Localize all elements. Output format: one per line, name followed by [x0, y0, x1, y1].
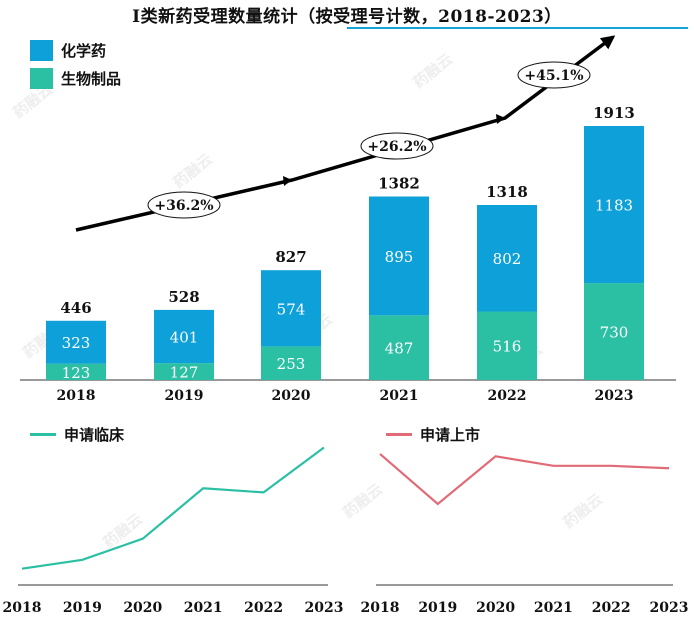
- bar-segment-bio: [46, 363, 106, 380]
- x-tick-label: 2018: [57, 388, 96, 404]
- data-label-total: 528: [168, 288, 199, 306]
- chart-title: I类新药受理数量统计（按受理号计数，2018-2023）: [132, 7, 562, 27]
- data-label-chem: 401: [170, 329, 199, 347]
- market-x-tick-label: 2022: [592, 600, 631, 616]
- bar-segment-chem: [369, 196, 429, 316]
- legend-swatch-bio: [30, 68, 53, 89]
- market-line: [379, 453, 670, 506]
- legend-label-trial: 申请临床: [64, 426, 125, 444]
- trial-x-tick-label: 2019: [63, 600, 102, 616]
- data-label-total: 1382: [378, 175, 420, 193]
- data-label-total: 1318: [486, 183, 528, 201]
- bar-segment-bio: [584, 283, 644, 380]
- bar-segment-bio: [477, 311, 537, 380]
- data-label-chem: 323: [62, 334, 91, 352]
- bar-segment-bio: [154, 363, 214, 380]
- bar-segment-chem: [46, 320, 106, 364]
- bar-segment-chem: [584, 126, 644, 284]
- data-label-bio: 127: [170, 364, 199, 382]
- market-x-tick-label: 2021: [534, 600, 573, 616]
- x-tick-label: 2020: [272, 388, 311, 404]
- legend-label-market: 申请上市: [420, 426, 481, 444]
- x-tick-label: 2023: [595, 388, 634, 404]
- growth-bubble: [517, 61, 591, 89]
- growth-annotation: +26.2%: [367, 139, 426, 155]
- trial-x-tick-label: 2023: [305, 600, 344, 616]
- growth-bubble: [360, 132, 434, 160]
- x-tick-label: 2021: [380, 388, 419, 404]
- legend-swatch-chem: [30, 40, 53, 61]
- title-underline: [347, 27, 688, 29]
- data-label-chem: 1183: [595, 197, 633, 215]
- bar-segment-bio: [369, 315, 429, 380]
- trial-x-tick-label: 2021: [184, 600, 223, 616]
- data-label-total: 446: [60, 299, 91, 317]
- data-label-total: 827: [275, 248, 306, 266]
- market-x-tick-label: 2023: [650, 600, 689, 616]
- data-label-chem: 574: [277, 300, 306, 318]
- data-label-bio: 123: [62, 364, 91, 382]
- legend-item-bio: 生物制品: [30, 68, 121, 89]
- legend-label-bio: 生物制品: [61, 70, 122, 88]
- bar-segment-chem: [477, 205, 537, 312]
- market-x-tick-label: 2020: [476, 600, 515, 616]
- legend-label-chem: 化学药: [61, 42, 107, 60]
- legend-market: 申请上市: [386, 424, 480, 445]
- legend-item-chem: 化学药: [30, 40, 106, 61]
- arrow-head-mid: [283, 176, 292, 186]
- market-x-tick-label: 2018: [361, 600, 400, 616]
- x-tick-label: 2022: [488, 388, 527, 404]
- trial-line: [21, 446, 325, 570]
- trial-x-tick-label: 2022: [244, 600, 283, 616]
- legend-line-trial: [30, 433, 56, 436]
- growth-annotation: +45.1%: [524, 68, 583, 84]
- bar-segment-bio: [261, 346, 321, 380]
- trial-x-tick-label: 2018: [3, 600, 42, 616]
- data-label-total: 1913: [593, 104, 635, 122]
- data-label-bio: 487: [385, 340, 414, 358]
- bar-segment-chem: [154, 309, 214, 364]
- legend-trial: 申请临床: [30, 424, 124, 445]
- data-label-bio: 730: [600, 324, 629, 342]
- x-tick-label: 2019: [165, 388, 204, 404]
- trial-x-tick-label: 2020: [123, 600, 162, 616]
- legend-line-market: [386, 433, 412, 436]
- data-label-chem: 895: [385, 248, 414, 266]
- data-label-bio: 253: [277, 355, 306, 373]
- arrow-head-mid: [496, 114, 505, 124]
- growth-bubble: [147, 191, 221, 219]
- data-label-bio: 516: [493, 338, 522, 356]
- market-x-tick-label: 2019: [418, 600, 457, 616]
- bar-segment-chem: [261, 270, 321, 347]
- growth-annotation: +36.2%: [154, 198, 213, 214]
- data-label-chem: 802: [493, 250, 522, 268]
